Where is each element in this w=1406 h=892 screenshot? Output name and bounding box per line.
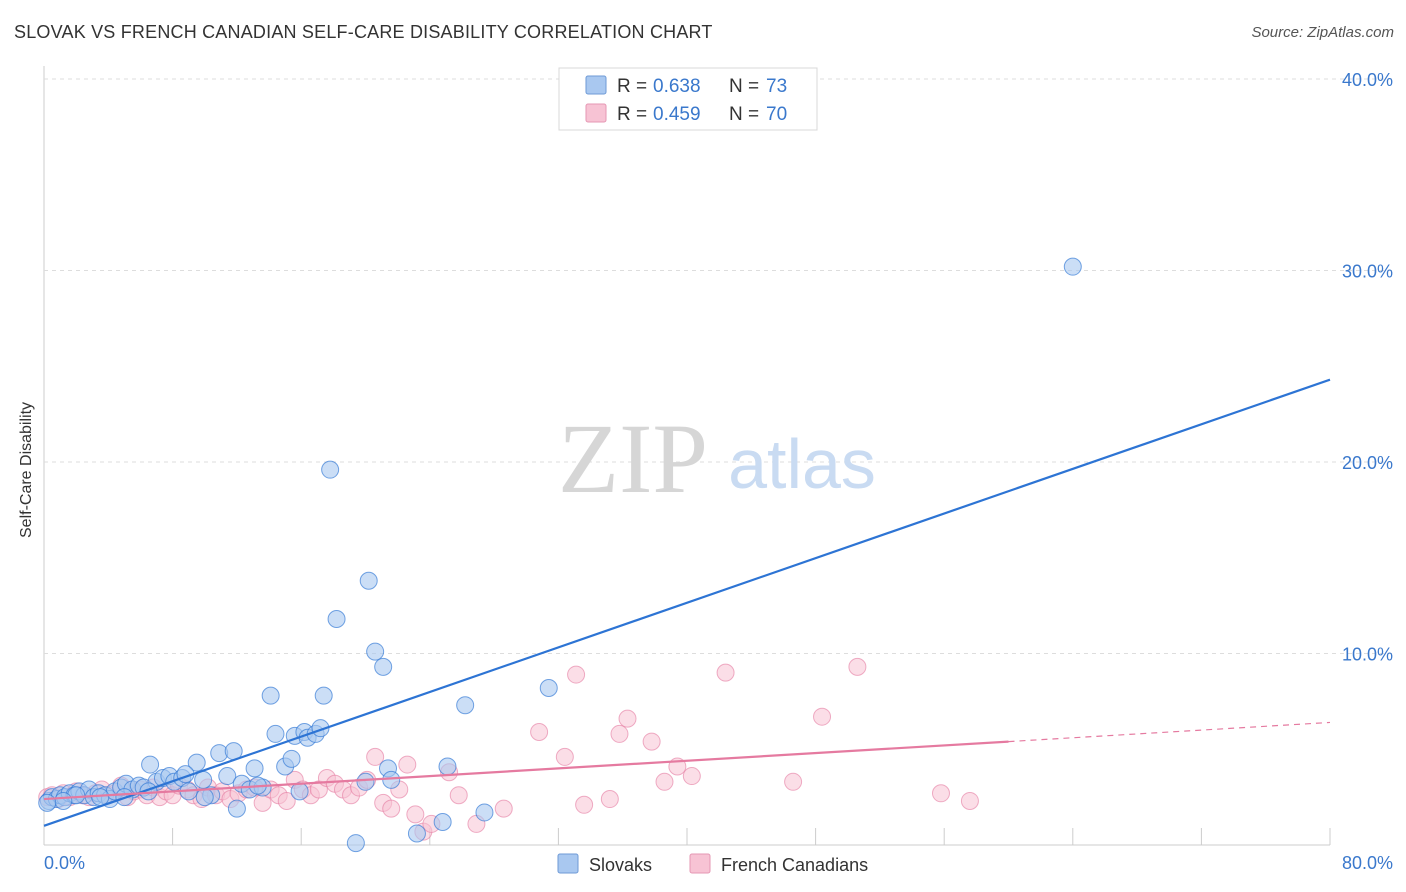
french-canadians-point	[931, 784, 950, 803]
french-canadians-point	[366, 747, 385, 766]
bottom-legend-slovaks: Slovaks	[589, 855, 652, 875]
slovaks-point	[359, 571, 378, 590]
legend-n-value-2: 70	[766, 104, 787, 125]
slovaks-point	[141, 755, 160, 774]
legend-swatch-french	[585, 103, 607, 123]
french-canadians-point	[618, 709, 637, 728]
french-canadians-point	[642, 732, 661, 751]
french-canadians-points	[38, 657, 979, 841]
legend-r-value-1: 0.638	[653, 76, 701, 97]
french-canadians-point	[813, 707, 832, 726]
slovaks-trend-line	[43, 378, 1331, 827]
french-canadians-point	[449, 786, 468, 805]
legend-box: R = 0.638 N = 73 R = 0.459 N = 70	[558, 67, 818, 131]
slovaks-point	[374, 657, 393, 676]
french-canadians-point	[530, 723, 549, 742]
french-canadians-point	[960, 791, 979, 810]
french-canadians-point	[494, 799, 513, 818]
slovaks-point	[261, 686, 280, 705]
slovaks-point	[54, 791, 73, 810]
slovaks-point	[290, 782, 309, 801]
french-canadians-point	[406, 805, 425, 824]
slovaks-point	[218, 767, 237, 786]
slovaks-point	[438, 757, 457, 776]
legend-r-label-2: R =	[617, 104, 647, 125]
slovaks-point	[194, 770, 213, 789]
watermark-zip: ZIP	[558, 403, 708, 514]
slovaks-point	[346, 834, 365, 853]
french-canadians-point	[382, 799, 401, 818]
slovaks-point	[314, 686, 333, 705]
x-tick-label-max: 80.0%	[1342, 853, 1393, 873]
grid-layer	[43, 66, 1395, 846]
slovaks-point	[187, 753, 206, 772]
chart-title: SLOVAK VS FRENCH CANADIAN SELF-CARE DISA…	[14, 22, 713, 42]
legend-n-label-2: N =	[729, 104, 759, 125]
slovaks-point	[327, 610, 346, 629]
slovaks-point	[245, 759, 264, 778]
y-tick-label: 40.0%	[1342, 70, 1393, 90]
tick-labels: 10.0% 20.0% 30.0% 40.0% 0.0% 80.0%	[44, 70, 1393, 873]
slovaks-point	[366, 642, 385, 661]
french-canadians-point	[398, 755, 417, 774]
legend-n-label-1: N =	[729, 76, 759, 97]
legend-r-label-1: R =	[617, 76, 647, 97]
bottom-legend: Slovaks French Canadians	[557, 853, 868, 875]
bottom-legend-swatch-french	[689, 853, 711, 874]
bottom-legend-french: French Canadians	[721, 855, 868, 875]
slovaks-point	[1063, 257, 1082, 276]
slovaks-point	[356, 772, 375, 791]
slovaks-point	[382, 770, 401, 789]
legend-n-value-1: 73	[766, 76, 787, 97]
french-canadians-point	[682, 767, 701, 786]
slovaks-point	[227, 799, 246, 818]
french-canadians-point	[848, 657, 867, 676]
y-axis-label: Self-Care Disability	[18, 401, 35, 538]
french-canadians-point	[575, 795, 594, 814]
french-canadians-point	[610, 724, 629, 743]
slovaks-point	[456, 696, 475, 715]
slovaks-point	[266, 724, 285, 743]
trend-lines	[43, 378, 1331, 827]
y-tick-label: 20.0%	[1342, 453, 1393, 473]
chart-source: Source: ZipAtlas.com	[1251, 24, 1394, 41]
x-tick-label-min: 0.0%	[44, 853, 85, 873]
slovaks-point	[282, 749, 301, 768]
watermark: ZIP atlas	[558, 403, 876, 514]
slovaks-point	[539, 678, 558, 697]
bottom-legend-swatch-slovaks	[557, 853, 579, 874]
slovaks-point	[433, 813, 452, 832]
french-canadians-point	[784, 772, 803, 791]
watermark-atlas: atlas	[728, 425, 876, 503]
french-canadians-point	[716, 663, 735, 682]
slovaks-point	[195, 788, 214, 807]
slovaks-point	[475, 803, 494, 822]
french-canadians-trend-line	[43, 740, 1009, 801]
french-canadians-point	[277, 791, 296, 810]
french-canadians-trend-line-extension	[1008, 721, 1331, 743]
legend-swatch-slovaks	[585, 75, 607, 95]
legend-r-value-2: 0.459	[653, 104, 701, 125]
y-tick-label: 30.0%	[1342, 262, 1393, 282]
slovaks-point	[407, 824, 426, 843]
french-canadians-point	[600, 790, 619, 809]
french-canadians-point	[655, 772, 674, 791]
slovaks-point	[38, 793, 57, 812]
y-tick-label: 10.0%	[1342, 645, 1393, 665]
slovaks-point	[321, 460, 340, 479]
french-canadians-point	[555, 747, 574, 766]
french-canadians-point	[567, 665, 586, 684]
